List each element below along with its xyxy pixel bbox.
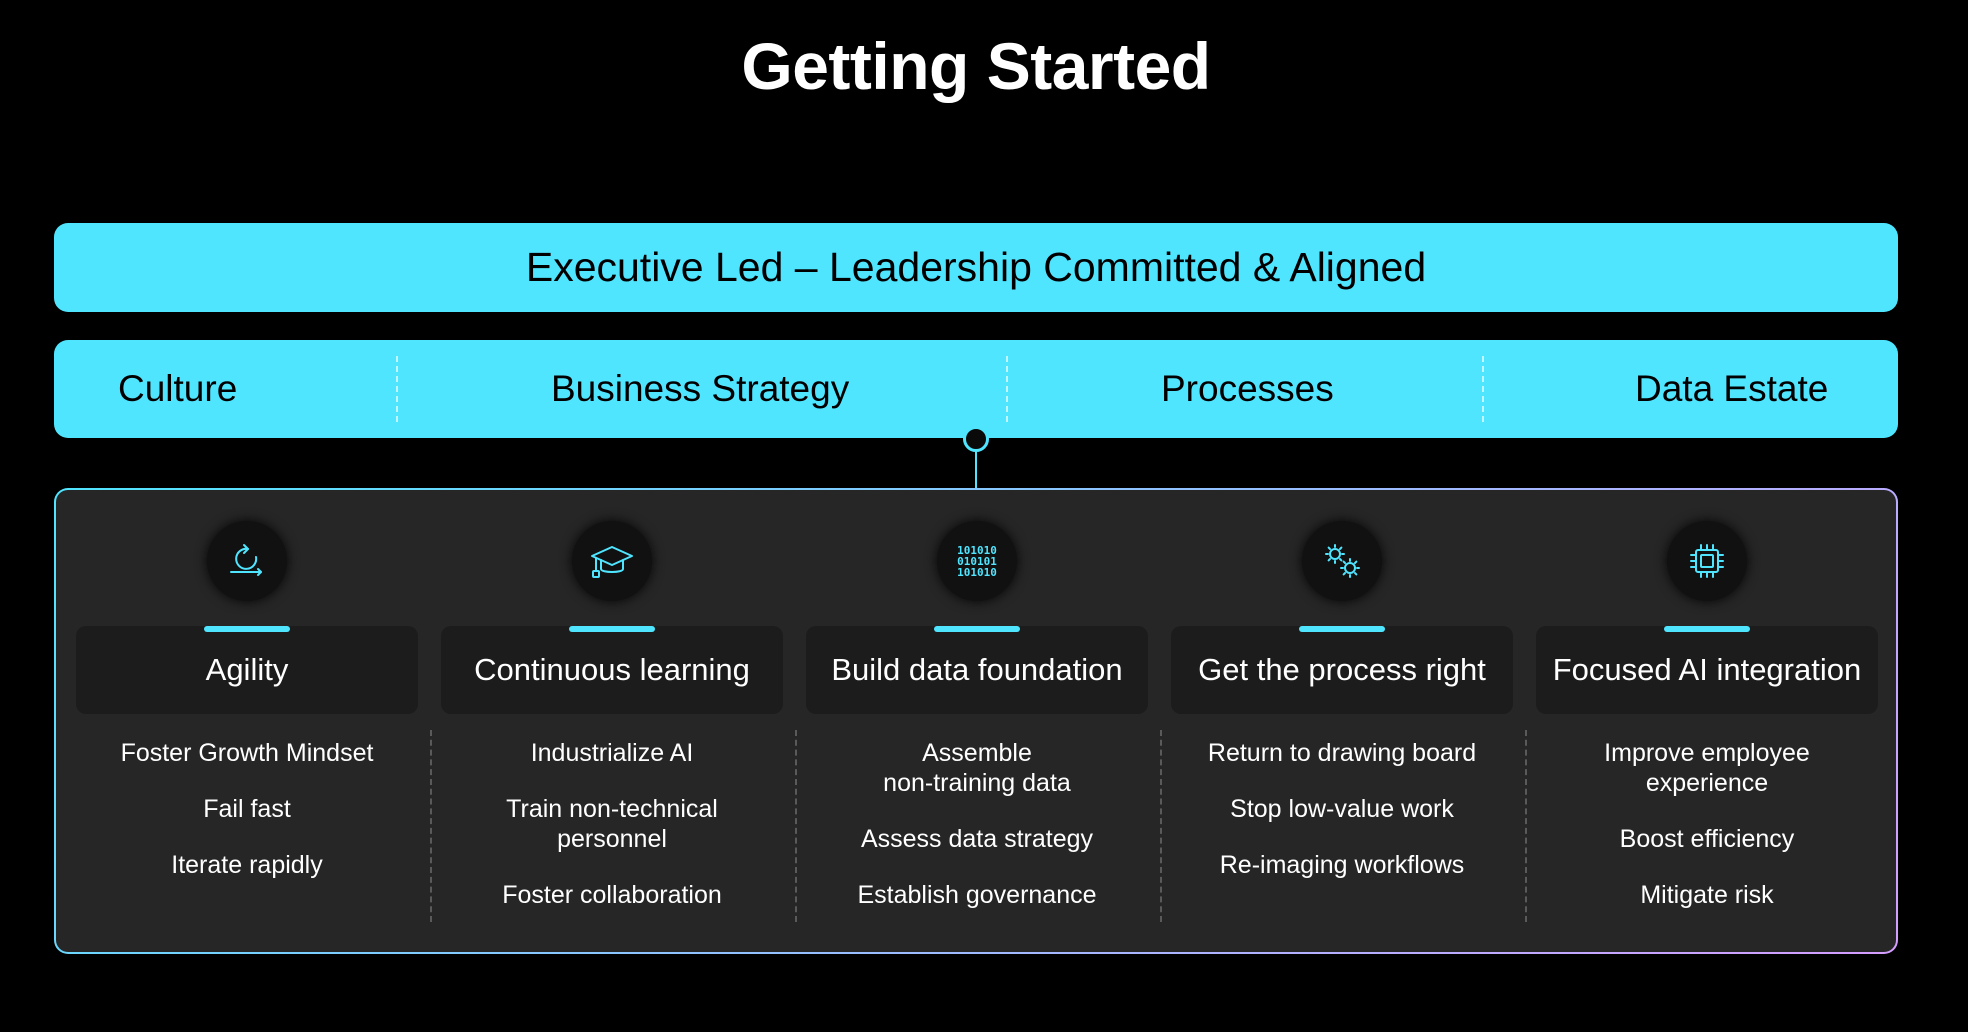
executive-bar-label: Executive Led – Leadership Committed & A… (525, 244, 1427, 290)
svg-text:101010: 101010 (957, 566, 997, 579)
column-divider (1160, 730, 1162, 922)
column-heading: Build data foundation (831, 652, 1123, 687)
column-heading: Continuous learning (474, 652, 750, 687)
column-heading-card: Focused AI integration (1536, 626, 1878, 714)
pillar-processes: Processes (1161, 368, 1334, 409)
list-item: Iterate rapidly (171, 851, 323, 879)
gears-icon (1302, 521, 1382, 601)
pillars-bar: Culture Business Strategy Processes Data… (54, 340, 1898, 438)
list-item: Mitigate risk (1640, 881, 1774, 909)
binary-data-icon: 101010 010101 101010 (937, 521, 1017, 601)
list-item: Foster Growth Mindset (120, 739, 374, 767)
column-accent-bar (569, 626, 655, 632)
list-item: Re-imaging workflows (1219, 851, 1465, 879)
executive-bar: Executive Led – Leadership Committed & A… (54, 223, 1898, 312)
column-divider (795, 730, 797, 922)
pillar-business-strategy: Business Strategy (551, 368, 850, 409)
column-divider (1525, 730, 1527, 922)
pillar-divider (1006, 356, 1008, 422)
agile-cycle-icon (207, 521, 287, 601)
column-heading: Get the process right (1198, 652, 1486, 687)
column-accent-bar (1299, 626, 1385, 632)
svg-text:010101: 010101 (957, 555, 997, 568)
column-items: Return to drawing board Stop low-value w… (1171, 738, 1513, 906)
column-accent-bar (204, 626, 290, 632)
details-panel-body: Agility Foster Growth Mindset Fail fast … (56, 490, 1896, 952)
column-accent-bar (1664, 626, 1750, 632)
pillar-divider (396, 356, 398, 422)
column-accent-bar (934, 626, 1020, 632)
column-get-the-process-right: Get the process right Return to drawing … (1171, 490, 1513, 952)
list-item: Return to drawing board (1207, 739, 1477, 767)
column-heading-card: Get the process right (1171, 626, 1513, 714)
column-items: Assemble non-training data Assess data s… (806, 738, 1148, 936)
details-panel: Agility Foster Growth Mindset Fail fast … (54, 488, 1898, 954)
column-agility: Agility Foster Growth Mindset Fail fast … (76, 490, 418, 952)
pillar-divider (1482, 356, 1484, 422)
column-heading: Focused AI integration (1552, 652, 1862, 687)
list-item: Stop low-value work (1230, 795, 1454, 823)
column-heading-card: Agility (76, 626, 418, 714)
list-item: Industrialize AI (530, 739, 694, 767)
list-item: Foster collaboration (502, 881, 722, 909)
page-title: Getting Started (741, 29, 1211, 103)
list-item: Assemble non-training data (883, 739, 1071, 797)
list-item: Train non-technical personnel (506, 795, 718, 853)
list-item: Improve employee experience (1604, 739, 1810, 797)
pillar-data-estate: Data Estate (1635, 368, 1829, 409)
column-heading-card: Continuous learning (441, 626, 783, 714)
column-build-data-foundation: 101010 010101 101010 Build data foundati… (806, 490, 1148, 952)
connector-line (975, 448, 977, 488)
column-heading: Agility (205, 652, 289, 687)
connector-dot (963, 426, 989, 452)
list-item: Boost efficiency (1619, 825, 1795, 853)
pillar-culture: Culture (118, 368, 238, 409)
svg-text:101010: 101010 (957, 544, 997, 557)
column-items: Improve employee experience Boost effici… (1536, 738, 1878, 936)
graduation-cap-icon (572, 521, 652, 601)
column-focused-ai-integration: Focused AI integration Improve employee … (1536, 490, 1878, 952)
processor-chip-icon (1667, 521, 1747, 601)
column-heading-card: Build data foundation (806, 626, 1148, 714)
column-items: Foster Growth Mindset Fail fast Iterate … (76, 738, 418, 906)
column-divider (430, 730, 432, 922)
column-continuous-learning: Continuous learning Industrialize AI Tra… (441, 490, 783, 952)
list-item: Establish governance (857, 881, 1097, 909)
list-item: Fail fast (203, 795, 291, 823)
list-item: Assess data strategy (860, 825, 1094, 853)
column-items: Industrialize AI Train non-technical per… (441, 738, 783, 936)
